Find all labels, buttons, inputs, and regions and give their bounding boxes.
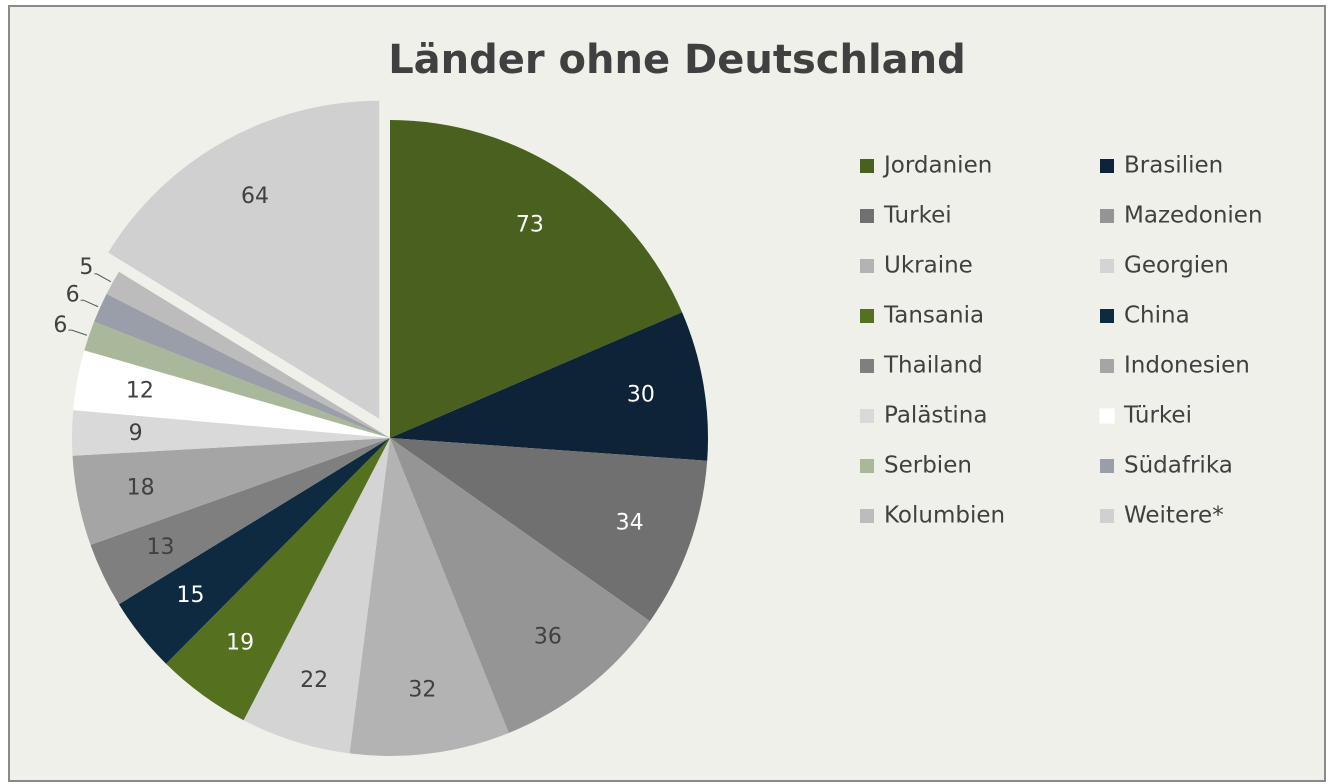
data-label: 30 [627, 383, 655, 408]
data-label: 15 [177, 583, 205, 608]
legend-label: Jordanien [882, 153, 992, 179]
leader-line [80, 299, 99, 308]
pie-slice [72, 438, 390, 545]
legend-swatch [860, 209, 874, 223]
legend-label: Serbien [884, 453, 972, 479]
legend-label: China [1124, 303, 1190, 329]
data-label: 19 [226, 631, 254, 656]
legend-swatch [860, 359, 874, 373]
legend-label: Palästina [884, 403, 987, 429]
legend-swatch [860, 409, 874, 423]
legend-swatch [1100, 459, 1114, 473]
legend-label: Georgien [1124, 253, 1229, 279]
pie-slice [94, 293, 390, 438]
legend-swatch [1100, 359, 1114, 373]
legend-label: Türkei [1123, 403, 1192, 429]
legend-label: Thailand [883, 353, 983, 379]
data-label: 73 [516, 212, 544, 237]
legend-swatch [1100, 309, 1114, 323]
legend-swatch [860, 509, 874, 523]
legend-swatch [1099, 408, 1115, 424]
legend-label: Turkei [883, 203, 952, 229]
data-label: 12 [126, 379, 154, 404]
pie-slice [390, 120, 683, 438]
data-label: 9 [129, 421, 143, 446]
legend-swatch [1100, 209, 1114, 223]
pie-slice [84, 321, 390, 438]
legend-label: Mazedonien [1124, 203, 1263, 229]
legend-swatch [860, 159, 874, 173]
chart-title: Länder ohne Deutschland [388, 37, 966, 83]
pie-slice [118, 438, 390, 664]
pie-slice [166, 438, 390, 721]
legend-label: Kolumbien [884, 503, 1005, 529]
pie-slice [108, 100, 380, 419]
pie-slice [349, 438, 509, 757]
data-label: 36 [534, 624, 562, 649]
pie-slice [390, 438, 708, 622]
data-label: 34 [616, 511, 644, 536]
legend-label: Tansania [883, 303, 984, 329]
legend-label: Weitere* [1124, 503, 1224, 529]
legend-swatch [1100, 259, 1114, 273]
pie-slice [73, 350, 390, 438]
pie-slice [390, 438, 650, 733]
data-label: 5 [79, 255, 93, 280]
data-label: 32 [408, 677, 436, 702]
data-label: 6 [53, 313, 67, 338]
data-label: 18 [127, 475, 155, 500]
pie-slice [243, 438, 390, 754]
data-label: 22 [300, 668, 328, 693]
legend-label: Indonesien [1124, 353, 1250, 379]
pie-slice [90, 438, 391, 605]
pie-slice [390, 312, 708, 461]
pie-slice [72, 410, 391, 456]
legend-swatch [860, 459, 874, 473]
leader-line [94, 273, 112, 283]
legend-swatch [1100, 159, 1114, 173]
legend-label: Brasilien [1124, 153, 1223, 179]
legend-swatch [1100, 509, 1114, 523]
data-label: 6 [66, 282, 80, 307]
data-label: 13 [147, 535, 175, 560]
legend-label: Südafrika [1124, 453, 1233, 479]
pie-slice [106, 271, 391, 438]
data-label: 64 [241, 184, 269, 209]
leader-line [68, 329, 88, 336]
legend-label: Ukraine [884, 253, 973, 279]
legend-swatch [860, 259, 874, 273]
legend-swatch [860, 309, 874, 323]
